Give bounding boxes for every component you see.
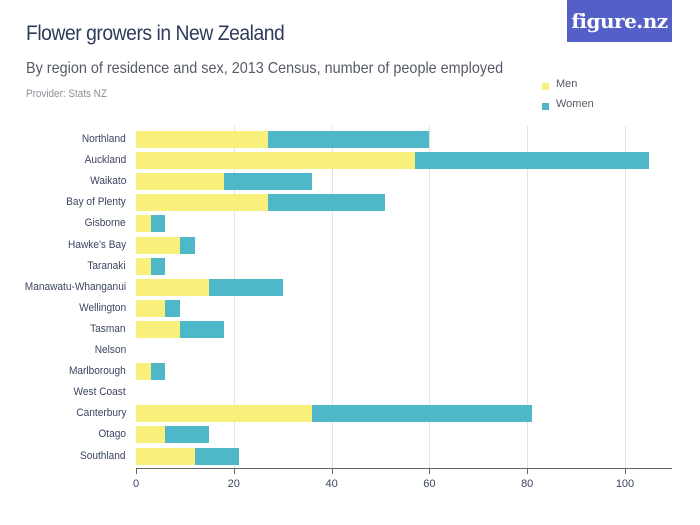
bar-men[interactable] [136, 320, 180, 338]
bar-men[interactable] [136, 278, 210, 296]
bar-women[interactable] [224, 173, 313, 191]
legend: Men Women [542, 74, 594, 114]
category-label: Bay of Plenty [66, 196, 126, 209]
chart-subtitle: By region of residence and sex, 2013 Cen… [26, 60, 504, 77]
figure-nz-logo[interactable]: figure.nz [567, 0, 672, 42]
category-label: Auckland [84, 154, 126, 167]
bar-men[interactable] [136, 173, 225, 191]
bar-men[interactable] [136, 194, 269, 212]
category-label: Hawke's Bay [67, 238, 126, 251]
bar-men[interactable] [136, 447, 195, 465]
bar-men[interactable] [136, 426, 166, 444]
category-label: Taranaki [87, 259, 126, 272]
bar-men[interactable] [136, 257, 151, 275]
bar-men[interactable] [136, 363, 151, 381]
bar-women[interactable] [165, 299, 180, 317]
legend-label: Men [556, 78, 578, 90]
chart-title: Flower growers in New Zealand [26, 22, 285, 45]
x-tick [136, 468, 137, 474]
x-tick-label: 40 [325, 478, 338, 490]
legend-label: Women [556, 98, 594, 110]
bar-women[interactable] [268, 194, 386, 212]
x-tick [233, 468, 235, 474]
x-tick-label: 60 [423, 478, 436, 490]
plot-area [136, 126, 672, 468]
bar-women[interactable] [194, 447, 239, 465]
x-tick [625, 468, 626, 474]
category-label: Waikato [89, 175, 126, 188]
category-label: Gisborne [84, 217, 126, 230]
bar-women[interactable] [150, 363, 166, 381]
bar-women[interactable] [180, 236, 195, 254]
x-axis [136, 468, 672, 469]
bar-women[interactable] [414, 152, 650, 170]
category-label: Tasman [90, 322, 126, 335]
category-label: Manawatu-Whanganui [24, 280, 126, 293]
bar-women[interactable] [180, 320, 224, 338]
bar-women[interactable] [165, 426, 210, 444]
gridline [429, 126, 431, 468]
bar-men[interactable] [136, 131, 269, 148]
x-tick [429, 468, 431, 474]
women-swatch-icon [542, 102, 549, 110]
bar-women[interactable] [209, 278, 283, 296]
bar-men[interactable] [136, 152, 415, 170]
bar-men[interactable] [136, 215, 151, 233]
bar-women[interactable] [150, 257, 166, 275]
category-label: Wellington [78, 301, 126, 314]
category-label: Southland [80, 449, 126, 462]
x-tick-label: 100 [615, 478, 635, 490]
bar-men[interactable] [136, 299, 166, 317]
category-label: Marlborough [69, 365, 126, 378]
category-label: Northland [82, 133, 126, 145]
bar-men[interactable] [136, 405, 313, 423]
x-tick-label: 80 [521, 478, 534, 490]
men-swatch-icon [542, 82, 549, 90]
gridline [233, 126, 235, 468]
category-label: West Coast [73, 386, 126, 399]
x-tick [527, 468, 529, 474]
x-tick [331, 468, 333, 474]
legend-item-women: Women [542, 94, 594, 114]
bar-women[interactable] [268, 131, 430, 148]
category-label: Canterbury [75, 407, 126, 420]
bar-women[interactable] [312, 405, 533, 423]
x-tick-label: 20 [227, 478, 240, 490]
gridline [625, 126, 626, 468]
bar-men[interactable] [136, 236, 180, 254]
x-tick-label: 0 [132, 478, 140, 490]
category-label: Nelson [94, 344, 126, 356]
provider-label: Provider: Stats NZ [26, 88, 107, 100]
gridline [527, 126, 529, 468]
legend-item-men: Men [542, 74, 594, 94]
category-label: Otago [98, 428, 126, 441]
bar-women[interactable] [150, 215, 166, 233]
gridline [331, 126, 333, 468]
